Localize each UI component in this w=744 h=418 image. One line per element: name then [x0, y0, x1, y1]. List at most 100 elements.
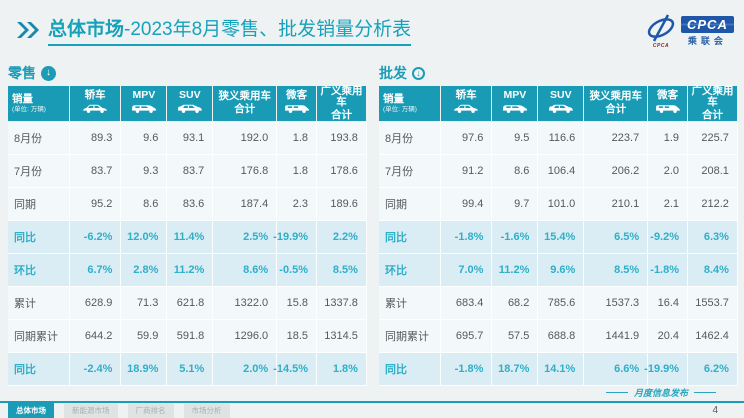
table-cell: 6.6%: [584, 353, 649, 386]
table-cell: 15.4%: [538, 221, 585, 254]
column-header: 轿车: [69, 86, 122, 122]
table-cell: 9.3: [121, 155, 168, 188]
table-cell: 16.4: [648, 287, 689, 320]
column-header-label: 广义乘用车: [320, 84, 363, 109]
table-cell: 2.3: [277, 188, 318, 221]
table-section-title: 批发: [379, 65, 407, 81]
wholesale-table-panel: 批发 ↓ 销量 (单位: 万辆) 轿车 MPV SUV 狭义乘用车 合计 微客 广义乘用车 合计 8月份…: [379, 62, 738, 386]
tab-0[interactable]: 总体市场: [8, 403, 54, 418]
table-cell: 644.2: [69, 320, 122, 353]
microvan-icon: [655, 103, 681, 118]
table-cell: 57.5: [492, 320, 539, 353]
table-cell: 1553.7: [688, 287, 738, 320]
table-cell: 2.5%: [213, 221, 278, 254]
row-label: 7月份: [8, 155, 70, 188]
table-cell: 187.4: [213, 188, 278, 221]
table-cell: 785.6: [538, 287, 585, 320]
row-label: 同比: [8, 221, 70, 254]
table-cell: 189.6: [317, 188, 367, 221]
row-label: 同期累计: [379, 320, 441, 353]
table-cell: 1296.0: [213, 320, 278, 353]
column-header-label: 销量: [12, 92, 33, 105]
table-cell: 99.4: [440, 188, 493, 221]
title-bar: 总体市场-2023年8月零售、批发销量分析表: [16, 14, 634, 46]
sedan-icon: [453, 103, 479, 118]
table-cell: 176.8: [213, 155, 278, 188]
table-cell: 2.0%: [213, 353, 278, 386]
table-cell: 11.4%: [167, 221, 214, 254]
column-header: MPV: [121, 86, 168, 122]
footer-note-dash: [694, 392, 716, 393]
table-cell: -1.8%: [440, 221, 493, 254]
table-cell: 1462.4: [688, 320, 738, 353]
data-table: 销量 (单位: 万辆) 轿车 MPV SUV 狭义乘用车 合计 微客 广义乘用车 合计 8月份 97.…: [379, 84, 738, 386]
tab-1[interactable]: 新能源市场: [64, 403, 118, 418]
column-header-label2: 合计: [605, 103, 627, 115]
row-label: 同期累计: [8, 320, 70, 353]
suv-icon: [177, 103, 203, 118]
column-header-unit: (单位: 万辆): [383, 106, 417, 114]
column-header-label: SUV: [550, 88, 572, 101]
table-cell: -1.6%: [492, 221, 539, 254]
table-cell: 101.0: [538, 188, 585, 221]
table-cell: 83.7: [69, 155, 122, 188]
table-cell: 83.6: [167, 188, 214, 221]
microvan-icon: [284, 103, 310, 118]
table-cell: 6.7%: [69, 254, 122, 287]
table-cell: 683.4: [440, 287, 493, 320]
table-cell: 2.1: [648, 188, 689, 221]
tab-2[interactable]: 厂商排名: [127, 403, 174, 418]
row-label: 环比: [379, 254, 441, 287]
column-header-label: SUV: [179, 88, 201, 101]
table-cell: 1.8: [277, 155, 318, 188]
table-cell: 9.6%: [538, 254, 585, 287]
column-header-label: 狭义乘用车: [589, 90, 642, 103]
table-cell: -9.2%: [648, 221, 689, 254]
column-header-label: 广义乘用车: [691, 84, 734, 109]
table-cell: 59.9: [121, 320, 168, 353]
column-header: 广义乘用车 合计: [317, 84, 367, 122]
tab-3[interactable]: 市场分析: [183, 403, 230, 418]
table-cell: 1.8: [277, 122, 318, 155]
page-number: 4: [712, 405, 718, 416]
row-label: 8月份: [379, 122, 441, 155]
table-cell: 225.7: [688, 122, 738, 155]
table-section-title: 零售: [8, 65, 36, 81]
page-title-rest: -2023年8月零售、批发销量分析表: [124, 19, 412, 40]
column-header: SUV: [167, 86, 214, 122]
table-cell: 83.7: [167, 155, 214, 188]
table-cell: -1.8%: [440, 353, 493, 386]
column-header-label: MPV: [503, 88, 527, 101]
table-cell: 18.7%: [492, 353, 539, 386]
table-cell: 11.2%: [167, 254, 214, 287]
table-cell: 1.8%: [317, 353, 367, 386]
table-cell: 11.2%: [492, 254, 539, 287]
table-cell: 695.7: [440, 320, 493, 353]
table-cell: 8.6: [121, 188, 168, 221]
table-cell: 15.8: [277, 287, 318, 320]
row-label: 7月份: [379, 155, 441, 188]
table-cell: 106.4: [538, 155, 585, 188]
footer-note: 月度信息发布: [605, 386, 716, 399]
bottom-tab-bar: 总体市场 新能源市场 厂商排名 市场分析: [8, 403, 230, 418]
table-cell: 9.6: [121, 122, 168, 155]
row-label: 同期: [379, 188, 441, 221]
table-cell: 192.0: [213, 122, 278, 155]
table-cell: 1314.5: [317, 320, 367, 353]
table-cell: 1322.0: [213, 287, 278, 320]
cpca-acronym: CPCA: [681, 15, 734, 33]
data-table: 销量 (单位: 万辆) 轿车 MPV SUV 狭义乘用车 合计 微客 广义乘用车 合计 8月份 89.…: [8, 84, 367, 386]
row-label: 环比: [8, 254, 70, 287]
row-label: 同比: [379, 221, 441, 254]
table-cell: -19.9%: [644, 353, 689, 386]
table-cell: 1337.8: [317, 287, 367, 320]
column-header: 销量 (单位: 万辆): [379, 86, 441, 122]
table-cell: 6.3%: [688, 221, 738, 254]
table-cell: -1.8%: [648, 254, 689, 287]
page-title: 总体市场-2023年8月零售、批发销量分析表: [48, 14, 412, 46]
table-cell: 2.8%: [121, 254, 168, 287]
table-cell: 95.2: [69, 188, 122, 221]
row-label: 8月份: [8, 122, 70, 155]
row-label: 同比: [379, 353, 441, 386]
